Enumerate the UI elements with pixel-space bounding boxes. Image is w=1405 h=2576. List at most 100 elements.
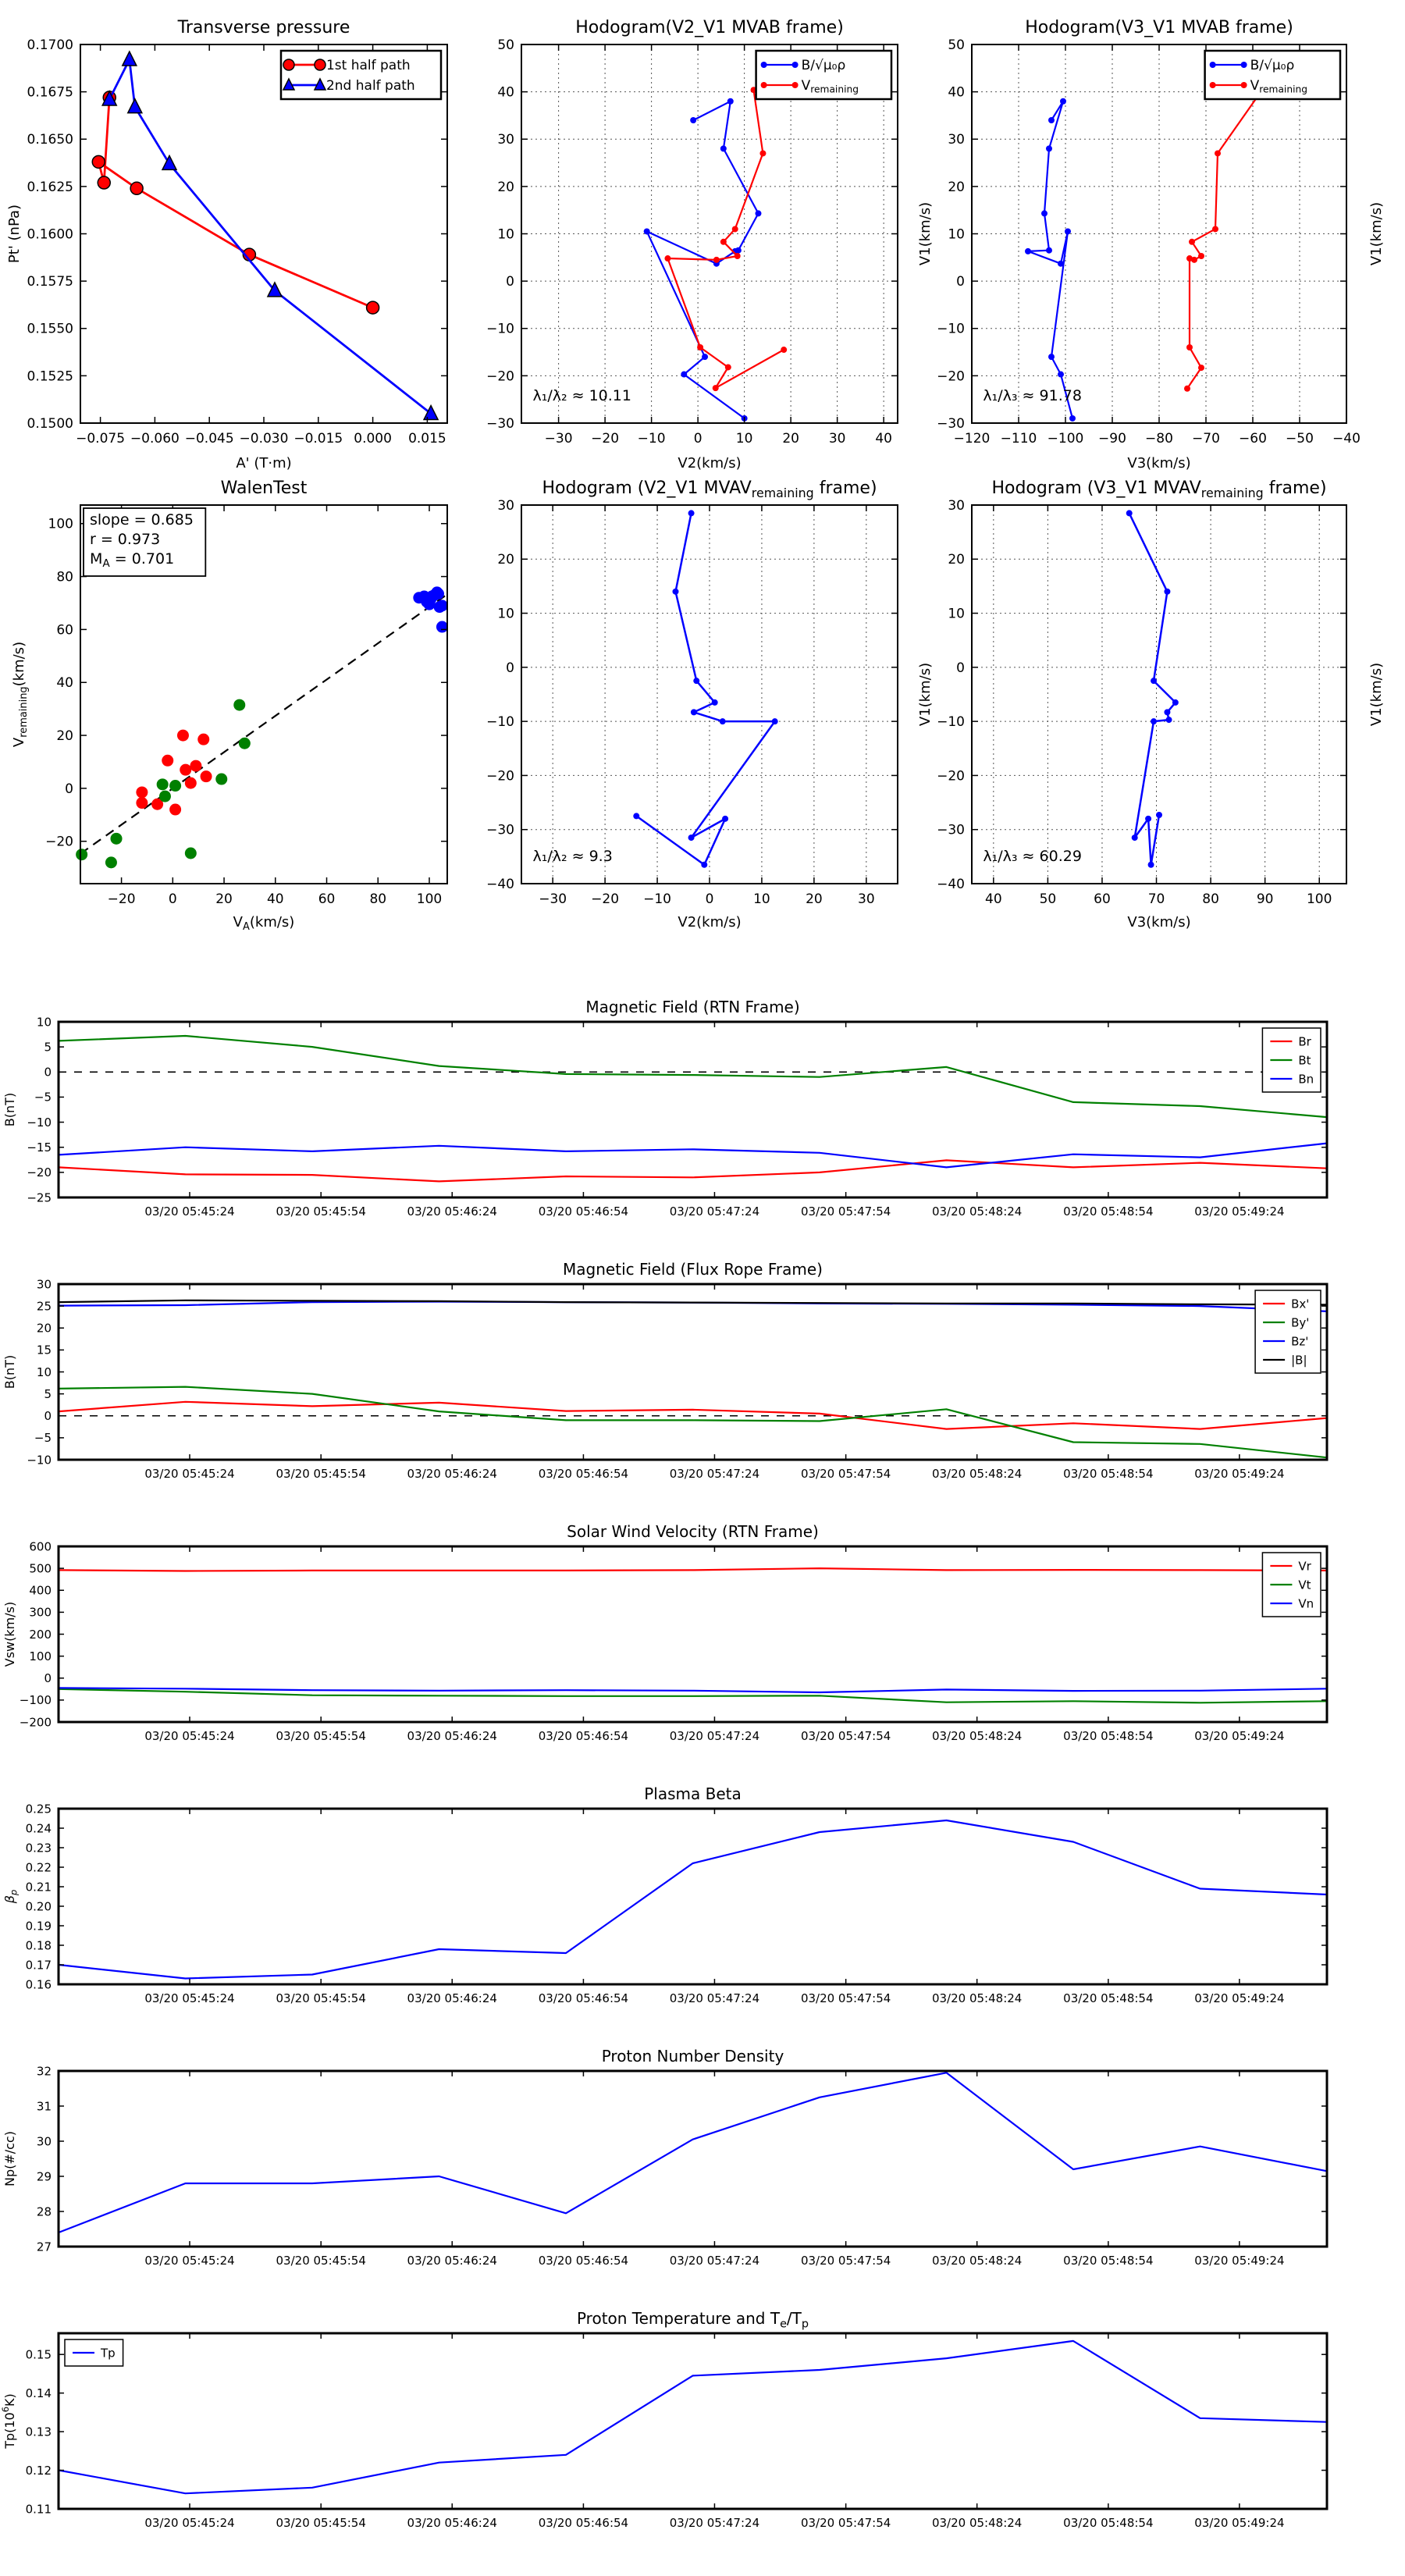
legend-label: Vremaining bbox=[802, 78, 859, 95]
x-tick-label: 03/20 05:46:54 bbox=[539, 1467, 628, 1481]
marker-dot bbox=[688, 834, 695, 841]
x-tick-label: 20 bbox=[806, 891, 823, 907]
x-tick-label: 03/20 05:48:24 bbox=[932, 2254, 1022, 2268]
marker-dot bbox=[1025, 247, 1031, 254]
y-tick-label: 10 bbox=[948, 607, 965, 622]
y-tick-label: −20 bbox=[937, 368, 965, 384]
y-tick-label: 28 bbox=[37, 2204, 52, 2218]
marker-dot bbox=[162, 754, 174, 767]
marker-dot bbox=[1058, 371, 1064, 378]
x-tick-label: −0.030 bbox=[240, 431, 289, 447]
x-tick-label: 03/20 05:49:24 bbox=[1194, 2254, 1284, 2268]
marker-dot bbox=[200, 770, 212, 783]
chart-svg: 03/20 05:45:24 03/20 05:45:54 03/20 05:46:… bbox=[2, 1784, 1329, 2005]
marker-dot bbox=[791, 82, 799, 88]
y-tick-label: −10 bbox=[486, 322, 514, 337]
chart-svg: 03/20 05:45:24 03/20 05:45:54 03/20 05:46:… bbox=[2, 998, 1329, 1219]
series-Bn bbox=[58, 1142, 1328, 1169]
x-tick-label: −110 bbox=[1001, 431, 1037, 447]
series-beta_p bbox=[58, 1819, 1328, 1980]
y-tick-label: 30 bbox=[37, 1277, 52, 1291]
marker-dot bbox=[1209, 82, 1216, 88]
legend-label: Vt bbox=[1298, 1578, 1311, 1592]
chart-svg: −30 −20 −10 0 10 20 30 −40 −30 −20 −10 0 10 20 30 Hodog… bbox=[486, 479, 934, 930]
marker-dot bbox=[184, 847, 197, 859]
marker-dot bbox=[759, 150, 767, 157]
series-Vn bbox=[58, 1687, 1328, 1694]
x-tick-label: 03/20 05:46:24 bbox=[407, 2254, 497, 2268]
y-tick-label: −10 bbox=[937, 714, 965, 730]
x-axis-label: A' (T·m) bbox=[236, 455, 291, 471]
marker-dot bbox=[1240, 62, 1247, 68]
y-tick-label: −10 bbox=[937, 322, 965, 337]
marker-dot bbox=[643, 228, 650, 235]
series-|B| bbox=[58, 1299, 1328, 1306]
y-tick-label: 5 bbox=[44, 1040, 52, 1054]
x-tick-label: 80 bbox=[369, 891, 386, 907]
x-tick-label: 03/20 05:45:54 bbox=[276, 1467, 366, 1481]
x-tick-label: 03/20 05:49:24 bbox=[1194, 1729, 1284, 1743]
x-tick-label: 10 bbox=[753, 891, 770, 907]
y-tick-label: 30 bbox=[37, 2134, 52, 2148]
x-tick-label: −30 bbox=[545, 431, 573, 447]
y-tick-label: 20 bbox=[948, 552, 965, 568]
legend-label: Br bbox=[1298, 1034, 1311, 1048]
x-tick-label: 03/20 05:45:54 bbox=[276, 2254, 366, 2268]
y-tick-label: 0.20 bbox=[26, 1899, 52, 1913]
y-tick-label: −5 bbox=[34, 1091, 52, 1105]
marker-dot bbox=[1058, 260, 1064, 267]
panel-proton-temperature: 03/20 05:45:24 03/20 05:45:54 03/20 05:46:… bbox=[0, 2304, 1405, 2566]
legend-box bbox=[755, 49, 893, 101]
x-tick-label: 03/20 05:47:54 bbox=[801, 2254, 891, 2268]
marker-dot bbox=[1215, 150, 1221, 157]
legend-label: 2nd half path bbox=[326, 78, 415, 94]
annotation: λ₁/λ₂ ≈ 10.11 bbox=[532, 387, 631, 404]
marker-dot bbox=[1041, 210, 1048, 217]
x-tick-label: 50 bbox=[1040, 891, 1057, 907]
x-tick-label: 03/20 05:47:54 bbox=[801, 1467, 891, 1481]
marker-dot bbox=[720, 238, 727, 245]
marker-dot bbox=[197, 733, 210, 745]
y-axis-label: Pt' (nPa) bbox=[6, 205, 23, 263]
y-tick-label: 27 bbox=[37, 2240, 52, 2254]
y-tick-label: 50 bbox=[948, 37, 965, 53]
y-tick-label: 0.14 bbox=[26, 2386, 52, 2400]
y-tick-label: 100 bbox=[48, 517, 73, 532]
series-fit bbox=[80, 593, 448, 855]
x-tick-label: 0.015 bbox=[408, 431, 446, 447]
marker-dot bbox=[1069, 415, 1076, 422]
x-tick-label: 03/20 05:48:54 bbox=[1063, 1729, 1153, 1743]
y-tick-label: 0.1600 bbox=[27, 226, 73, 242]
x-tick-label: 03/20 05:47:24 bbox=[670, 2516, 759, 2530]
legend-label: Vr bbox=[1298, 1559, 1311, 1573]
marker-dot bbox=[190, 760, 202, 772]
y-tick-label: 0.11 bbox=[26, 2502, 52, 2516]
y-tick-label: 0.1575 bbox=[27, 274, 73, 290]
y-tick-label: −15 bbox=[27, 1140, 52, 1155]
x-tick-label: 03/20 05:48:54 bbox=[1063, 2516, 1153, 2530]
y-tick-label: 400 bbox=[29, 1584, 52, 1598]
series-Vt bbox=[58, 1688, 1328, 1704]
x-axis-label: V2(km/s) bbox=[678, 914, 741, 930]
plot-border bbox=[971, 504, 1347, 884]
y-axis-label: Vsw(km/s) bbox=[2, 1602, 17, 1667]
x-tick-label: 03/20 05:47:24 bbox=[670, 2254, 759, 2268]
x-tick-label: −20 bbox=[591, 891, 619, 907]
marker-dot bbox=[697, 344, 704, 350]
marker-dot bbox=[720, 145, 727, 152]
y-axis-label-right: V1(km/s) bbox=[917, 663, 934, 726]
x-tick-label: 40 bbox=[267, 891, 284, 907]
x-tick-label: 20 bbox=[215, 891, 233, 907]
marker-dot bbox=[1060, 98, 1066, 105]
x-tick-label: 0 bbox=[706, 891, 714, 907]
x-tick-label: 03/20 05:47:24 bbox=[670, 1467, 759, 1481]
x-tick-label: 10 bbox=[736, 431, 753, 447]
x-tick-label: 40 bbox=[875, 431, 892, 447]
marker-dot bbox=[633, 813, 640, 820]
plot-border bbox=[57, 1807, 1329, 1986]
marker-dot bbox=[664, 255, 671, 262]
plot-border bbox=[57, 1283, 1329, 1461]
marker-dot bbox=[690, 709, 697, 716]
marker-dot bbox=[722, 815, 729, 822]
chart-svg: −30 −20 −10 0 10 20 30 40 −30 −20 −10 0 10 20 30 40 50 Ho… bbox=[486, 18, 934, 471]
